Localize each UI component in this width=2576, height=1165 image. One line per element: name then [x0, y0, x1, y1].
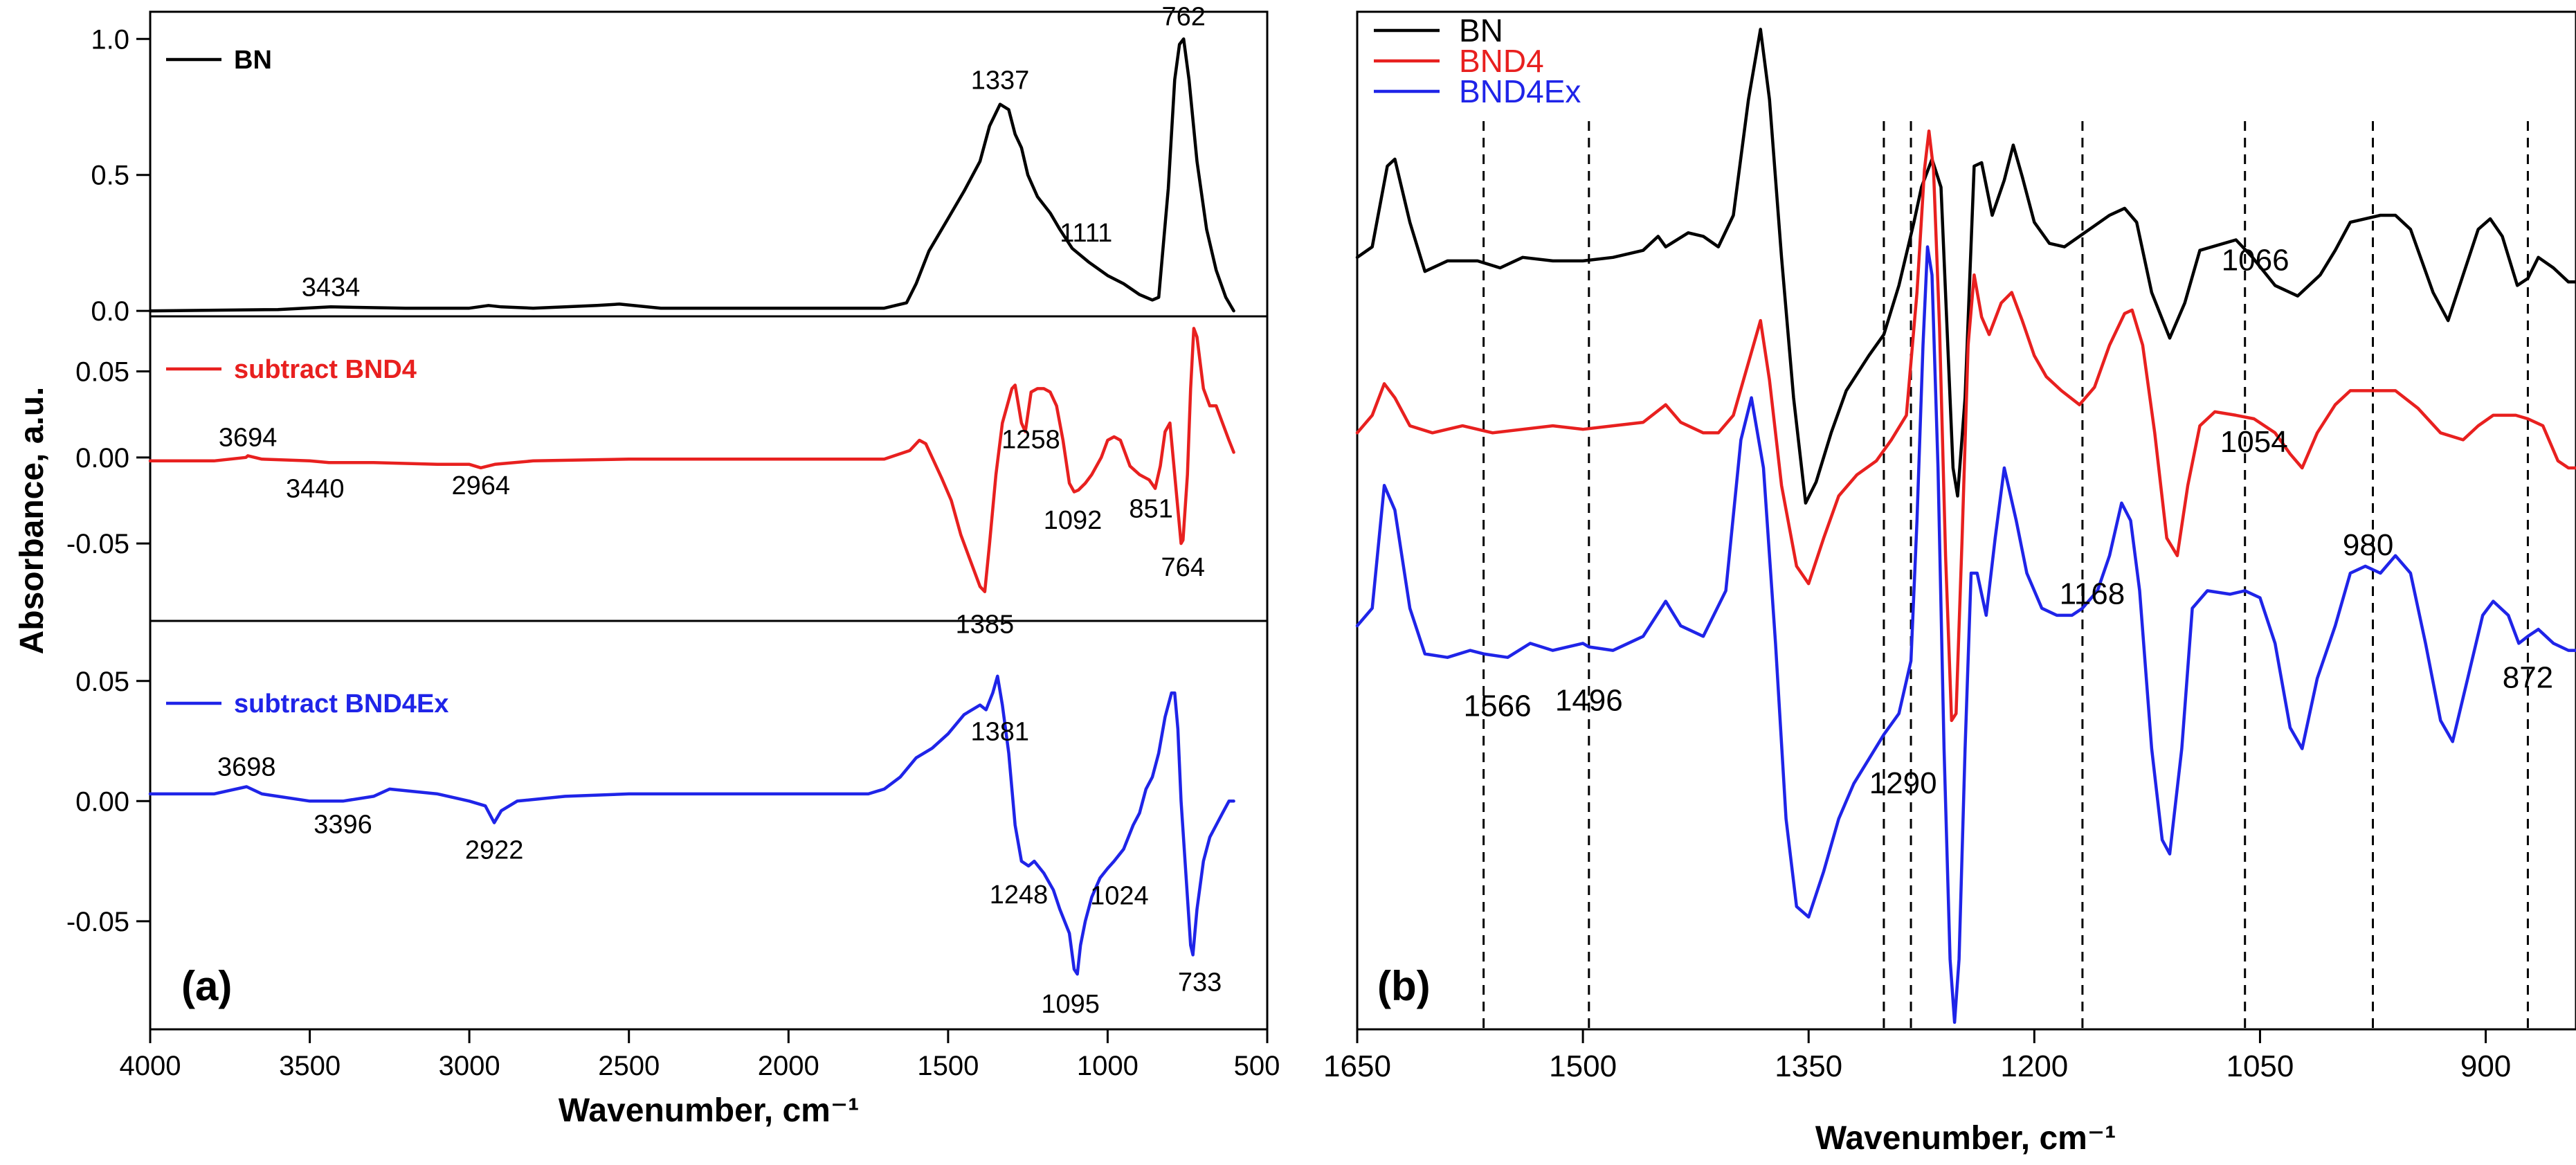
panel-a-subplot-subtract-bnd4ex: -0.05 0.00 0.05 3698 3396 2922 1381 1248 1095 102… [66, 667, 1235, 1019]
panel-a-x-tick-label: 2500 [598, 1051, 660, 1081]
panel-a-label: (a) [181, 963, 232, 1009]
peak-label: 851 [1129, 495, 1172, 524]
y-tick-label: 0.00 [75, 786, 129, 817]
series-line-subtract-bnd4ex [148, 674, 1235, 976]
peak-label: 3694 [219, 423, 278, 452]
peak-label: 762 [1161, 2, 1205, 31]
legend-label-b-bn: BN [1459, 12, 1503, 48]
series-line-b-bnd4ex [1355, 245, 2576, 1024]
panel-b-x-tick-label: 1050 [2226, 1049, 2294, 1083]
panel-b-reference-lines [1482, 121, 2529, 1029]
panel-b-x-tick-label: 1650 [1323, 1049, 1391, 1083]
peak-label: 1024 [1090, 881, 1149, 910]
panel-a-x-tick-label: 1500 [917, 1051, 979, 1081]
peak-label: 2922 [465, 836, 524, 865]
legend-label-subtract-bnd4ex: subtract BND4Ex [234, 689, 448, 719]
series-line-subtract-bnd4 [148, 327, 1235, 593]
panel-a-x-tick-label: 500 [1234, 1051, 1280, 1081]
peak-label: 3440 [286, 474, 345, 503]
panel-b-x-tick-label: 900 [2460, 1049, 2511, 1083]
peak-label-b: 1054 [2220, 425, 2288, 459]
panel-a: 4000 3500 3000 2500 2000 1500 1000 500 W… [14, 2, 1280, 1129]
y-tick-label: 0.0 [91, 296, 129, 327]
panel-a-x-tick-label: 1000 [1077, 1051, 1139, 1081]
panel-a-x-tick-label: 4000 [120, 1051, 181, 1081]
peak-label-b: 1168 [2060, 577, 2125, 611]
peak-label: 1095 [1041, 990, 1100, 1019]
peak-label: 733 [1178, 968, 1222, 997]
panel-b: 1650 1500 1350 1200 1050 900 1066 1054 1566 1496… [1323, 10, 2576, 1157]
peak-label: 1248 [990, 880, 1049, 910]
panel-b-x-ticks: 1650 1500 1350 1200 1050 900 [1323, 1029, 2511, 1083]
peak-label: 3434 [302, 273, 361, 302]
panel-b-annotations: 1066 1054 1566 1496 1290 1168 980 872 [1464, 243, 2553, 800]
peak-label-b: 1066 [2222, 243, 2289, 277]
peak-label: 764 [1161, 553, 1205, 582]
legend-label-b-bnd4: BND4 [1459, 43, 1544, 79]
y-tick-label: 0.5 [91, 161, 129, 191]
panel-b-x-tick-label: 1350 [1775, 1049, 1842, 1083]
panel-a-x-tick-label: 3000 [439, 1051, 500, 1081]
panel-a-x-tick-labels: 4000 3500 3000 2500 2000 1500 1000 500 [120, 1051, 1280, 1081]
panel-a-subplot-subtract-bnd4: -0.05 0.00 0.05 3694 3440 2964 1385 1258 1092 851… [66, 327, 1235, 640]
panel-b-x-tick-label: 1500 [1549, 1049, 1617, 1083]
peak-label: 1381 [970, 717, 1029, 746]
peak-label: 3698 [217, 752, 276, 782]
peak-label: 1337 [971, 66, 1030, 96]
y-tick-label: -0.05 [66, 529, 129, 559]
y-tick-label: 0.05 [75, 357, 129, 388]
peak-label-b: 1290 [1869, 766, 1937, 800]
panel-b-x-tick-label: 1200 [2000, 1049, 2068, 1083]
peak-label: 1385 [956, 611, 1015, 640]
panel-a-x-tick-label: 2000 [758, 1051, 819, 1081]
panel-b-x-axis-title: Wavenumber, cm⁻¹ [1815, 1120, 2116, 1157]
series-line-b-bnd4 [1355, 129, 2576, 723]
legend-label-subtract-bnd4: subtract BND4 [234, 355, 417, 384]
series-line-b-bn [1355, 28, 2576, 505]
legend-label-bn: BN [234, 46, 272, 75]
panel-a-bottom-frame [149, 620, 1269, 1031]
peak-label-b: 1566 [1464, 689, 1532, 723]
panel-a-subplot-bn: 0.0 0.5 1.0 3434 1337 1111 762 [91, 2, 1235, 327]
panel-a-x-tick-label: 3500 [279, 1051, 341, 1081]
y-tick-label: 0.00 [75, 443, 129, 473]
peak-label: 1111 [1060, 219, 1112, 248]
series-line-bn [148, 37, 1235, 313]
legend-label-b-bnd4ex: BND4Ex [1459, 73, 1581, 109]
peak-label: 1258 [1001, 426, 1060, 455]
panel-b-label: (b) [1377, 963, 1431, 1009]
peak-label-b: 980 [2343, 528, 2393, 562]
y-tick-label: 0.05 [75, 667, 129, 697]
panel-a-x-axis-title: Wavenumber, cm⁻¹ [559, 1092, 859, 1129]
peak-label-b: 872 [2503, 660, 2553, 694]
y-tick-label: 1.0 [91, 24, 129, 55]
peak-label: 2964 [451, 471, 510, 500]
panel-b-frame [1356, 10, 2576, 1031]
panel-a-x-ticks [149, 1029, 1269, 1043]
peak-label-b: 1496 [1555, 683, 1623, 717]
peak-label: 1092 [1044, 506, 1103, 535]
panel-b-series [1355, 28, 2576, 1024]
y-tick-label: -0.05 [66, 907, 129, 937]
peak-label: 3396 [314, 810, 372, 839]
panel-a-y-axis-title: Absorbance, a.u. [14, 387, 51, 655]
